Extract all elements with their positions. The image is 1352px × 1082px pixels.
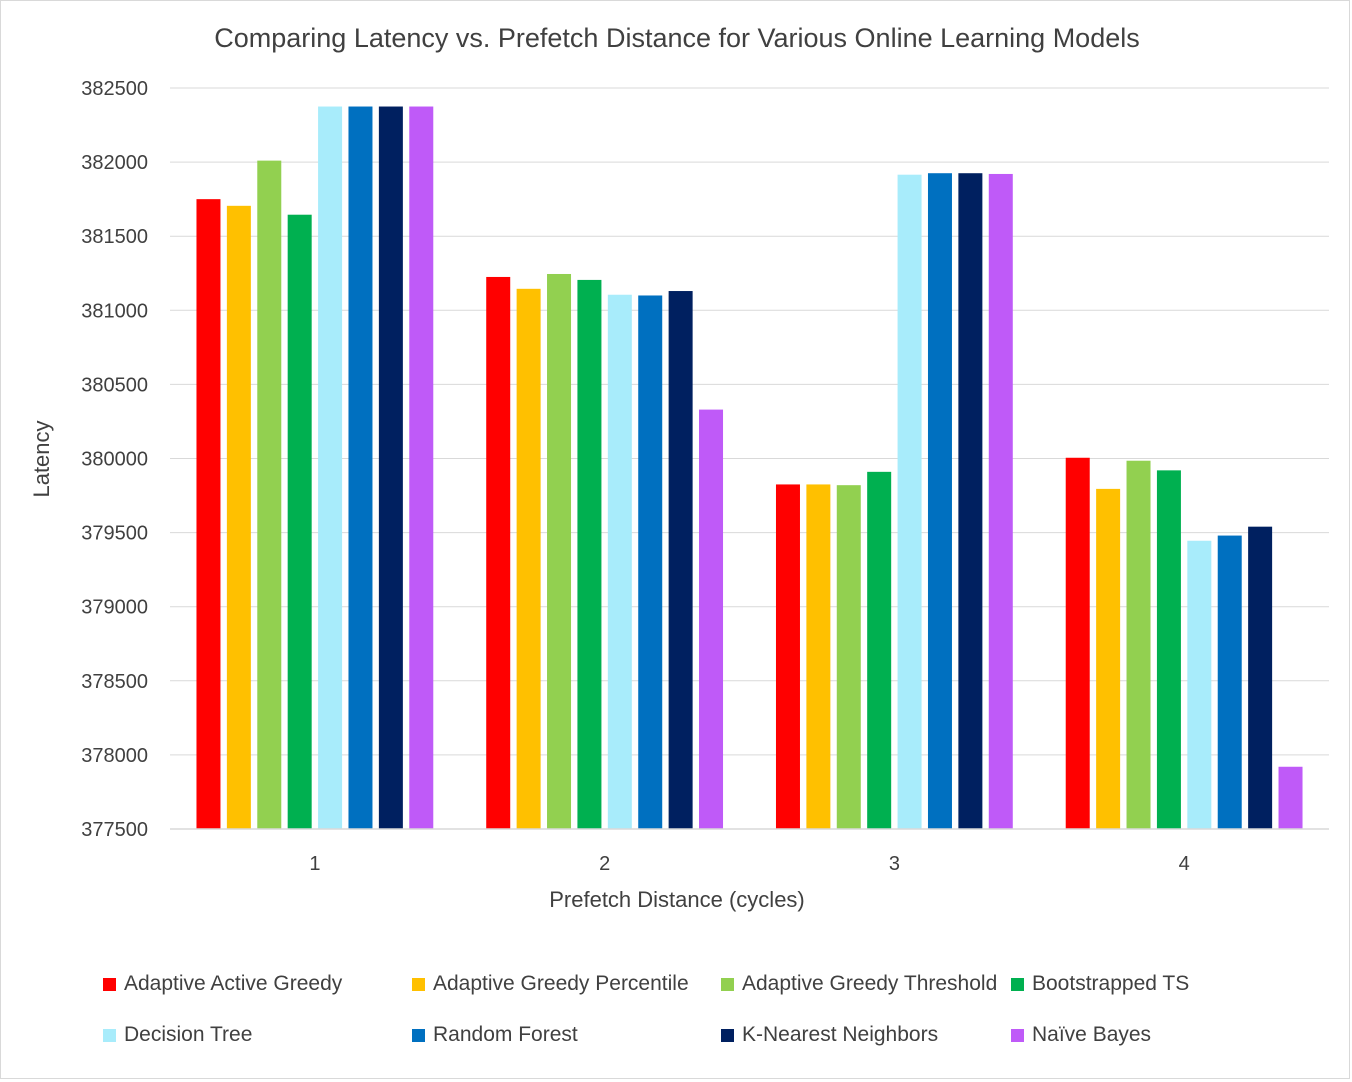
bar [1187,540,1212,829]
legend-item: K-Nearest Neighbors [721,1023,1011,1046]
y-tick-label: 378000 [81,745,148,767]
bar [897,174,922,829]
x-tick-label: 3 [889,853,900,875]
legend-label: Adaptive Greedy Threshold [742,972,998,995]
x-tick-label: 1 [309,853,320,875]
bar [486,276,511,830]
bar [1156,470,1181,829]
legend-swatch [103,1028,116,1042]
legend-swatch [721,977,734,991]
bar [516,288,541,829]
bar [257,160,282,830]
y-tick-label: 377500 [81,819,148,841]
legend-label: K-Nearest Neighbors [742,1023,939,1046]
legend-item: Naïve Bayes [1011,1023,1291,1046]
bar [988,173,1013,829]
bar [226,205,251,830]
bar [1126,460,1151,829]
bar [1217,535,1242,829]
bar [1065,457,1090,829]
bar [806,484,831,829]
y-tick-label: 380500 [81,374,148,396]
bar [867,471,892,829]
bar [577,279,602,829]
bar [348,106,373,829]
bar [638,295,663,830]
y-tick-label: 378500 [81,671,148,693]
legend-swatch [721,1028,734,1042]
legend-item: Adaptive Active Greedy [103,972,412,995]
y-tick-label: 379500 [81,523,148,545]
legend-label: Bootstrapped TS [1032,972,1190,995]
legend-item: Adaptive Greedy Percentile [412,972,721,995]
bar [378,106,403,829]
legend-label: Adaptive Greedy Percentile [433,972,689,995]
bar [699,409,724,829]
bar [547,273,572,830]
legend-swatch [103,977,116,991]
legend-label: Naïve Bayes [1032,1023,1152,1046]
legend-item: Decision Tree [103,1023,412,1046]
bar [1248,526,1273,829]
y-tick-label: 382500 [81,78,148,100]
bar [775,484,800,829]
bar [607,294,632,829]
legend-label: Adaptive Active Greedy [124,972,343,995]
bar [318,106,343,829]
legend-item: Random Forest [412,1023,721,1046]
legend-swatch [412,977,425,991]
bar [1096,488,1121,829]
legend: Adaptive Active Greedy Adaptive Greedy Pe… [103,972,1303,1046]
bar [958,173,983,830]
bar [287,214,312,829]
x-axis-label: Prefetch Distance (cycles) [549,887,805,912]
x-tick-label: 2 [599,853,610,875]
legend-label: Random Forest [433,1023,578,1046]
legend-swatch [1011,977,1024,991]
y-tick-label: 381000 [81,300,148,322]
bar [196,199,221,829]
y-tick-label: 381500 [81,226,148,248]
x-tick-label: 4 [1179,853,1190,875]
bar [668,291,693,829]
bar [409,106,434,829]
legend-item: Adaptive Greedy Threshold [721,972,1011,995]
legend-label: Decision Tree [124,1023,253,1046]
legend-swatch [412,1028,425,1042]
y-tick-label: 380000 [81,449,148,471]
y-tick-label: 382000 [81,152,148,174]
y-tick-label: 379000 [81,597,148,619]
bar [927,173,952,830]
chart-title: Comparing Latency vs. Prefetch Distance … [214,23,1140,53]
legend-swatch [1011,1028,1024,1042]
legend-item: Bootstrapped TS [1011,972,1291,995]
bar [1278,766,1303,829]
bar [836,485,861,829]
